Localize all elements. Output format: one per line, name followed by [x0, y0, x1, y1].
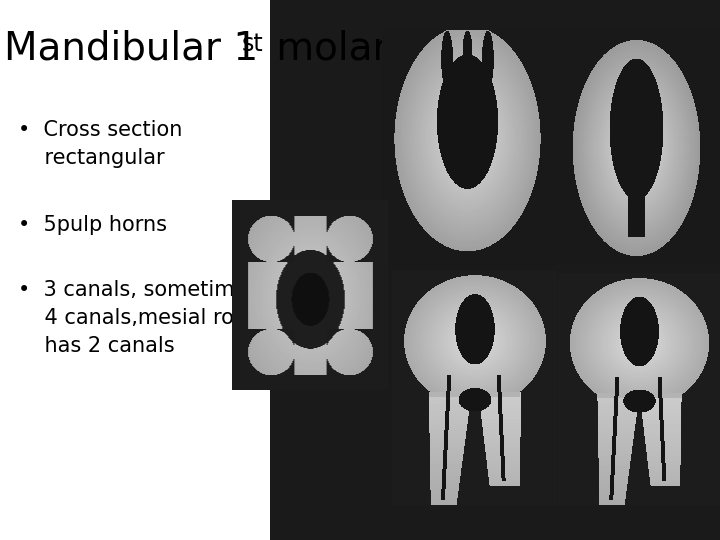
Text: st: st	[242, 32, 264, 56]
Text: Mandibular 1: Mandibular 1	[4, 30, 258, 68]
Text: •  Cross section
    rectangular: • Cross section rectangular	[18, 120, 182, 168]
Text: •  5pulp horns: • 5pulp horns	[18, 215, 167, 235]
Bar	[270, 0, 720, 540]
Text: molar: molar	[264, 30, 389, 68]
Text: •  3 canals, sometimes
    4 canals,mesial root
    has 2 canals: • 3 canals, sometimes 4 canals,mesial ro…	[18, 280, 258, 356]
